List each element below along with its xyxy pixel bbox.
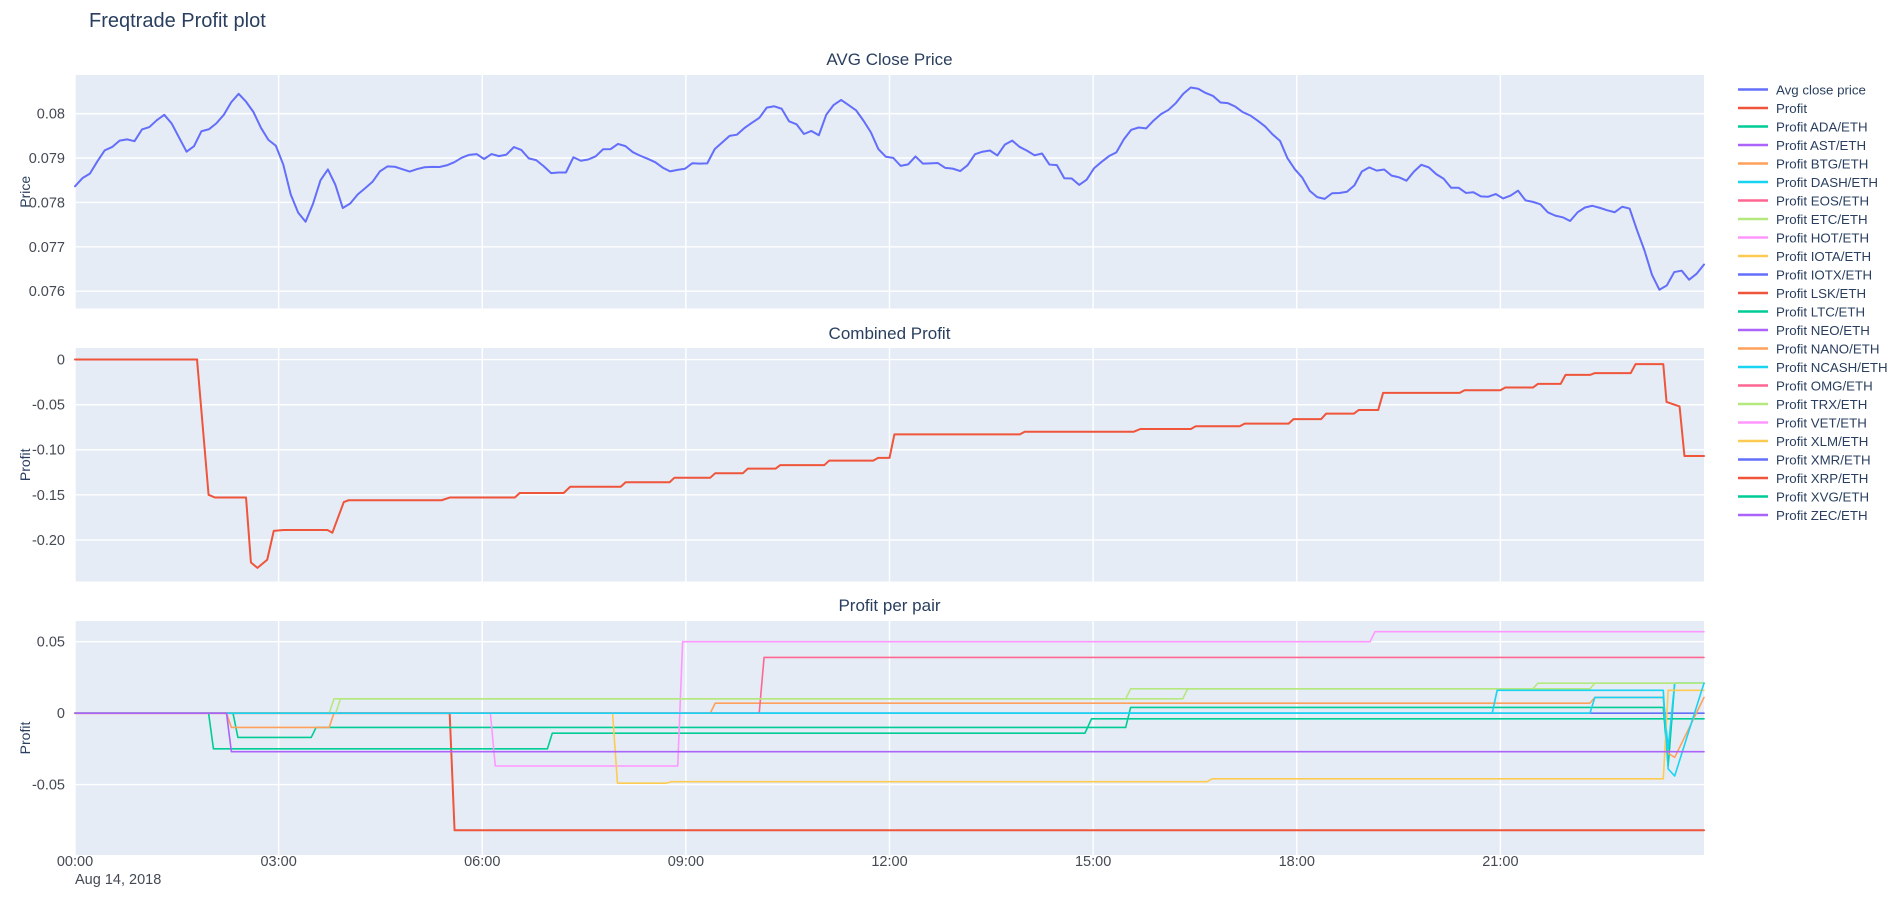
svg-text:Profit OMG/ETH: Profit OMG/ETH: [1776, 379, 1873, 394]
svg-text:-0.15: -0.15: [32, 488, 65, 504]
svg-text:Profit BTG/ETH: Profit BTG/ETH: [1776, 157, 1868, 172]
svg-text:Profit: Profit: [17, 722, 33, 755]
svg-text:21:00: 21:00: [1482, 854, 1518, 870]
svg-text:Profit ETC/ETH: Profit ETC/ETH: [1776, 212, 1868, 227]
svg-text:Profit XRP/ETH: Profit XRP/ETH: [1776, 471, 1868, 486]
svg-text:Profit: Profit: [1776, 101, 1807, 116]
svg-text:00:00: 00:00: [57, 854, 93, 870]
svg-text:Profit XMR/ETH: Profit XMR/ETH: [1776, 453, 1871, 468]
svg-text:Profit IOTX/ETH: Profit IOTX/ETH: [1776, 268, 1872, 283]
svg-text:09:00: 09:00: [668, 854, 704, 870]
svg-text:Profit NEO/ETH: Profit NEO/ETH: [1776, 323, 1870, 338]
svg-text:0.05: 0.05: [37, 635, 65, 651]
svg-text:0: 0: [57, 353, 65, 369]
svg-text:Combined Profit: Combined Profit: [829, 324, 951, 343]
svg-text:Profit per pair: Profit per pair: [838, 596, 940, 615]
svg-text:Profit ADA/ETH: Profit ADA/ETH: [1776, 120, 1868, 135]
svg-text:Profit EOS/ETH: Profit EOS/ETH: [1776, 194, 1869, 209]
svg-text:Profit VET/ETH: Profit VET/ETH: [1776, 416, 1867, 431]
svg-text:Aug 14, 2018: Aug 14, 2018: [75, 872, 161, 888]
svg-text:0.076: 0.076: [29, 284, 65, 300]
svg-text:-0.05: -0.05: [32, 398, 65, 414]
svg-text:Profit HOT/ETH: Profit HOT/ETH: [1776, 231, 1869, 246]
svg-text:0.077: 0.077: [29, 240, 65, 256]
svg-text:15:00: 15:00: [1075, 854, 1111, 870]
svg-text:Profit DASH/ETH: Profit DASH/ETH: [1776, 175, 1878, 190]
svg-text:18:00: 18:00: [1279, 854, 1315, 870]
svg-text:03:00: 03:00: [260, 854, 296, 870]
svg-text:Profit ZEC/ETH: Profit ZEC/ETH: [1776, 508, 1868, 523]
svg-text:0: 0: [57, 706, 65, 722]
svg-text:Profit IOTA/ETH: Profit IOTA/ETH: [1776, 249, 1871, 264]
svg-text:Profit NANO/ETH: Profit NANO/ETH: [1776, 342, 1879, 357]
svg-text:-0.10: -0.10: [32, 443, 65, 459]
svg-text:-0.20: -0.20: [32, 533, 65, 549]
svg-text:06:00: 06:00: [464, 854, 500, 870]
svg-text:Profit XLM/ETH: Profit XLM/ETH: [1776, 434, 1868, 449]
svg-text:0.078: 0.078: [29, 195, 65, 211]
svg-text:Avg close price: Avg close price: [1776, 83, 1866, 98]
svg-text:Profit XVG/ETH: Profit XVG/ETH: [1776, 490, 1869, 505]
svg-text:Price: Price: [17, 176, 33, 208]
svg-text:Profit NCASH/ETH: Profit NCASH/ETH: [1776, 360, 1888, 375]
svg-text:0.08: 0.08: [37, 107, 65, 123]
svg-text:Profit LTC/ETH: Profit LTC/ETH: [1776, 305, 1865, 320]
svg-text:0.079: 0.079: [29, 151, 65, 167]
svg-text:Profit AST/ETH: Profit AST/ETH: [1776, 138, 1866, 153]
svg-text:Profit LSK/ETH: Profit LSK/ETH: [1776, 286, 1866, 301]
svg-text:12:00: 12:00: [871, 854, 907, 870]
svg-text:AVG Close Price: AVG Close Price: [826, 50, 952, 69]
svg-text:Profit: Profit: [17, 448, 33, 481]
svg-text:-0.05: -0.05: [32, 778, 65, 794]
svg-text:Profit TRX/ETH: Profit TRX/ETH: [1776, 397, 1867, 412]
